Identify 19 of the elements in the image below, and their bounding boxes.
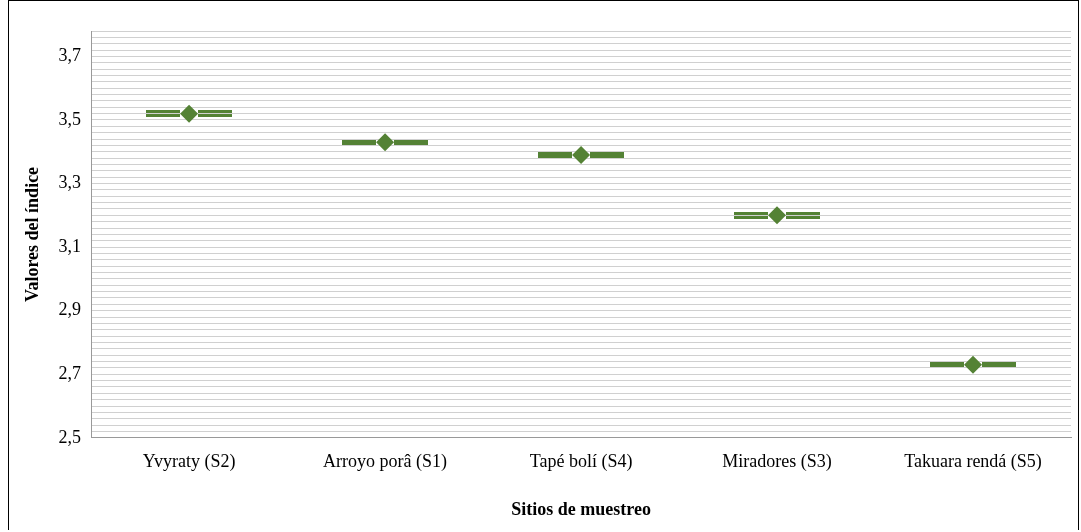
y-tick-label: 3,3 [58, 172, 82, 193]
point [964, 355, 983, 374]
x-tick-label: Miradores (S3) [722, 451, 832, 473]
y-tick-label: 2,5 [58, 426, 82, 447]
x-tick-label: Yvyraty (S2) [142, 451, 236, 473]
y-tick-label: 3,7 [58, 45, 82, 66]
point [768, 206, 787, 225]
x-tick-label: Arroyo porâ (S1) [323, 451, 448, 473]
x-tick-label: Takuara rendá (S5) [904, 451, 1042, 473]
y-axis-title: Valores del índice [22, 166, 43, 302]
point [180, 104, 199, 123]
x-tick-label: Tapé bolí (S4) [529, 451, 633, 473]
point [572, 145, 591, 164]
y-tick-label: 2,9 [58, 299, 82, 320]
y-tick-label: 3,5 [58, 108, 82, 129]
y-tick-label: 3,1 [58, 235, 82, 256]
y-tick-label: 2,7 [58, 362, 82, 383]
x-axis-title: Sitios de muestreo [511, 498, 651, 519]
point [376, 133, 395, 152]
